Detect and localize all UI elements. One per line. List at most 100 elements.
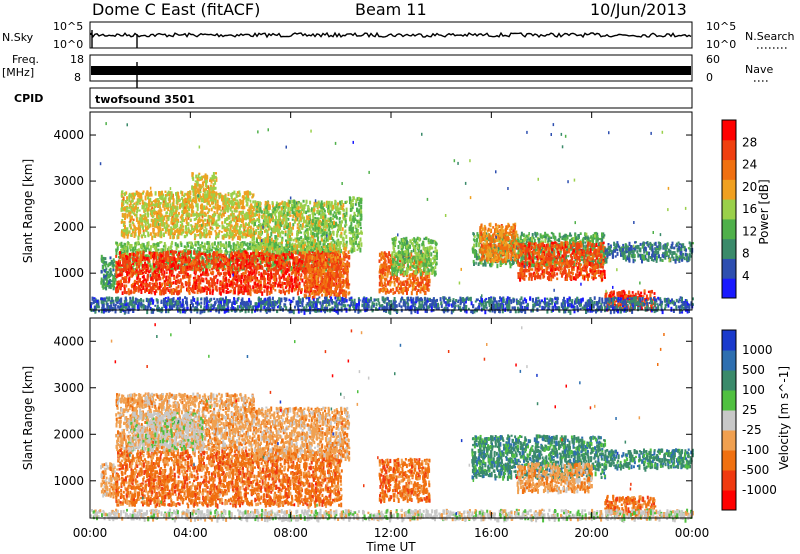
data-cell: [132, 252, 135, 257]
data-cell: [291, 283, 294, 289]
data-cell: [285, 252, 287, 257]
data-cell: [149, 233, 152, 236]
data-cell: [176, 258, 179, 261]
data-cell: [223, 273, 226, 277]
data-cell: [144, 262, 147, 266]
data-cell: [281, 281, 284, 287]
data-cell: [118, 268, 121, 271]
data-cell: [151, 215, 154, 219]
data-cell: [180, 271, 183, 275]
data-cell: [324, 278, 327, 283]
data-cell: [212, 255, 215, 261]
data-cell: [284, 291, 286, 295]
data-cell: [285, 284, 288, 288]
data-cell: [203, 272, 206, 276]
data-cell: [270, 289, 273, 294]
data-cell: [288, 273, 291, 278]
data-cell: [186, 234, 188, 237]
data-cell: [190, 202, 193, 208]
data-cell: [170, 288, 173, 292]
data-cell: [334, 246, 337, 250]
data-cell: [152, 228, 155, 232]
data-cell: [134, 192, 136, 196]
data-cell: [207, 273, 210, 276]
data-cell: [238, 229, 241, 234]
data-cell: [229, 250, 232, 255]
data-cell: [152, 285, 155, 290]
data-cell: [209, 285, 212, 288]
data-cell: [273, 265, 276, 269]
data-cell: [102, 284, 105, 290]
data-cell: [143, 245, 146, 249]
data-cell: [119, 255, 122, 259]
data-cell: [162, 290, 165, 295]
data-cell: [241, 252, 244, 256]
data-cell: [259, 276, 262, 280]
data-cell: [218, 272, 221, 277]
data-cell: [239, 258, 242, 262]
data-cell: [227, 193, 230, 197]
data-cell: [167, 232, 170, 236]
data-cell: [234, 258, 237, 261]
data-cell: [121, 291, 124, 295]
data-cell: [212, 260, 215, 266]
data-cell: [233, 219, 236, 223]
data-cell: [254, 260, 257, 264]
data-cell: [190, 232, 193, 236]
data-cell: [177, 264, 180, 267]
data-cell: [224, 207, 227, 212]
data-cell: [240, 275, 243, 280]
data-cell: [121, 276, 124, 280]
data-cell: [293, 287, 296, 292]
data-cell: [137, 220, 140, 225]
data-cell: [140, 289, 143, 294]
data-cell: [167, 190, 170, 194]
data-cell: [150, 193, 153, 197]
data-cell: [183, 235, 186, 239]
data-cell: [162, 268, 164, 272]
data-cell: [225, 241, 228, 245]
data-cell: [214, 282, 217, 285]
data-cell: [124, 216, 126, 221]
data-cell: [259, 252, 262, 255]
data-cell: [210, 260, 213, 265]
data-cell: [128, 272, 131, 276]
data-cell: [232, 242, 235, 248]
data-cell: [234, 245, 237, 251]
data-cell: [324, 245, 327, 250]
data-cell: [170, 221, 173, 225]
data-cell: [253, 241, 256, 246]
data-cell: [235, 193, 238, 199]
data-cell: [210, 271, 212, 275]
data-cell: [199, 184, 202, 188]
data-cell: [194, 183, 197, 186]
data-cell: [116, 246, 119, 251]
data-cell: [268, 282, 271, 286]
data-cell: [244, 286, 247, 290]
data-cell: [215, 191, 218, 194]
data-cell: [278, 245, 281, 249]
data-cell: [200, 176, 203, 179]
data-cell: [216, 289, 219, 292]
data-cell: [165, 279, 168, 282]
data-cell: [311, 253, 314, 256]
data-cell: [262, 253, 265, 258]
data-cell: [209, 288, 212, 293]
data-cell: [168, 291, 171, 294]
data-cell: [170, 271, 173, 274]
data-cell: [127, 260, 130, 264]
data-cell: [170, 290, 173, 296]
data-cell: [254, 285, 257, 289]
data-cell: [300, 273, 303, 277]
data-cell: [132, 218, 135, 221]
data-cell: [223, 265, 226, 271]
data-cell: [164, 200, 167, 204]
data-cell: [185, 274, 188, 279]
data-cell: [158, 192, 161, 197]
data-cell: [236, 278, 239, 284]
data-cell: [183, 274, 186, 279]
data-cell: [197, 274, 200, 280]
data-cell: [125, 262, 128, 267]
data-cell: [215, 285, 218, 290]
data-cell: [213, 187, 216, 190]
